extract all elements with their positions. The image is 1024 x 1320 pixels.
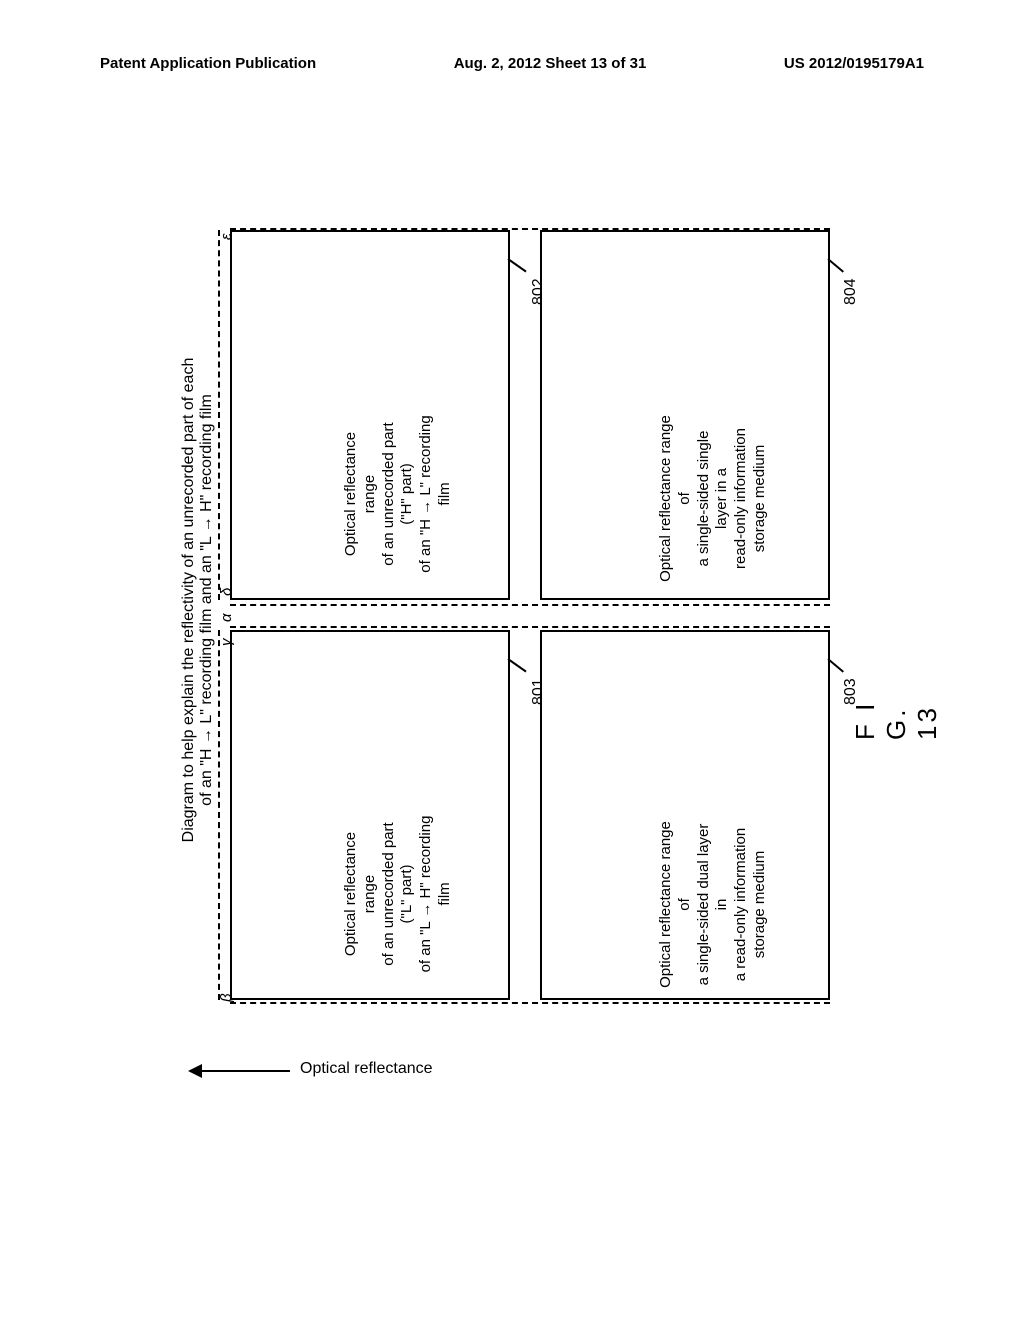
guide-line <box>218 230 220 600</box>
axis-eps: ε <box>218 233 235 240</box>
page-header: Patent Application Publication Aug. 2, 2… <box>0 55 1024 72</box>
box-801: Optical reflectance range of an unrecord… <box>230 630 510 1000</box>
axis-beta: β <box>218 993 235 1002</box>
arrow-line <box>190 1070 290 1072</box>
diagram-title-line1: Diagram to help explain the reflectivity… <box>180 250 198 950</box>
header-left: Patent Application Publication <box>100 55 316 72</box>
box-802-label: Optical reflectance range of an unrecord… <box>342 411 455 577</box>
diagram-title-line2: of an "H → L" recording film and an "L →… <box>198 320 216 880</box>
axis-delta: δ <box>218 588 235 596</box>
box-804-label: Optical reflectance range of a single-si… <box>657 413 770 584</box>
axis-gamma: γ <box>218 639 235 647</box>
leader-line <box>507 658 526 672</box>
chart-grid: Optical reflectance range of an unrecord… <box>230 230 830 1010</box>
header-right: US 2012/0195179A1 <box>784 55 924 72</box>
box-804: Optical reflectance range of a single-si… <box>540 230 830 600</box>
header-center: Aug. 2, 2012 Sheet 13 of 31 <box>454 55 647 72</box>
guide-line <box>218 630 220 1000</box>
box-803-label: Optical reflectance range of a single-si… <box>657 819 770 990</box>
y-axis-label: Optical reflectance <box>300 1060 433 1078</box>
box-802: Optical reflectance range of an unrecord… <box>230 230 510 600</box>
box-803: Optical reflectance range of a single-si… <box>540 630 830 1000</box>
figure-area: Diagram to help explain the reflectivity… <box>130 180 890 1140</box>
figure-caption: F I G. 13 <box>850 700 943 740</box>
axis-alpha: α <box>218 613 235 622</box>
box-801-label: Optical reflectance range of an unrecord… <box>342 811 455 977</box>
leader-line <box>507 258 526 272</box>
ref-804: 804 <box>842 278 860 305</box>
